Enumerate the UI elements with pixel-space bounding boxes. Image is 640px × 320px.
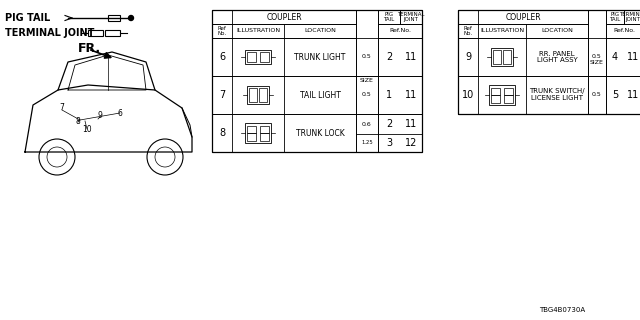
- Bar: [378, 24, 422, 38]
- Text: ILLUSTRATION: ILLUSTRATION: [236, 28, 280, 34]
- Text: 1.25: 1.25: [361, 140, 373, 146]
- Bar: [606, 10, 624, 24]
- Text: 11: 11: [405, 90, 417, 100]
- Text: SIZE: SIZE: [360, 78, 374, 84]
- Bar: [491, 48, 513, 66]
- Text: ILLUSTRATION: ILLUSTRATION: [480, 28, 524, 34]
- Bar: [212, 38, 422, 76]
- Bar: [245, 123, 271, 143]
- Text: TRUNK LOCK: TRUNK LOCK: [296, 129, 344, 138]
- Text: 2: 2: [386, 119, 392, 129]
- Text: 6: 6: [219, 52, 225, 62]
- Text: LOCATION: LOCATION: [541, 28, 573, 34]
- Text: Ref.No.: Ref.No.: [613, 28, 635, 34]
- Bar: [504, 88, 513, 95]
- Text: TRUNK SWITCH/
LICENSE LIGHT: TRUNK SWITCH/ LICENSE LIGHT: [529, 89, 585, 101]
- Text: 5: 5: [612, 90, 618, 100]
- Text: 11: 11: [405, 119, 417, 129]
- Bar: [247, 126, 256, 133]
- Text: Ref
No.: Ref No.: [463, 26, 472, 36]
- Bar: [260, 52, 269, 62]
- Text: 8: 8: [219, 128, 225, 138]
- Bar: [212, 10, 356, 24]
- Text: Ref
No.: Ref No.: [218, 26, 227, 36]
- Text: TBG4B0730A: TBG4B0730A: [539, 307, 585, 313]
- Text: 8: 8: [76, 117, 81, 126]
- Text: 0.5: 0.5: [592, 92, 602, 98]
- Bar: [378, 10, 400, 24]
- Text: 0.5: 0.5: [362, 92, 372, 98]
- Bar: [489, 85, 515, 105]
- Text: FR.: FR.: [78, 43, 101, 55]
- Bar: [212, 114, 422, 152]
- Bar: [212, 76, 422, 114]
- Text: 10: 10: [462, 90, 474, 100]
- Bar: [624, 10, 640, 24]
- Text: TERMINAL
JOINT: TERMINAL JOINT: [620, 12, 640, 22]
- Text: 0.6: 0.6: [362, 122, 372, 126]
- Bar: [88, 30, 103, 36]
- Text: COUPLER: COUPLER: [505, 12, 541, 21]
- Text: 12: 12: [405, 138, 417, 148]
- Bar: [247, 86, 269, 104]
- Bar: [247, 52, 256, 62]
- Text: 1: 1: [386, 90, 392, 100]
- Text: 2: 2: [386, 52, 392, 62]
- Bar: [503, 50, 511, 64]
- Bar: [212, 10, 422, 152]
- Text: 11: 11: [627, 52, 639, 62]
- Text: 0.5: 0.5: [592, 54, 602, 60]
- Text: PIG TAIL: PIG TAIL: [5, 13, 51, 23]
- Bar: [458, 10, 640, 114]
- Text: 10: 10: [82, 124, 92, 133]
- Bar: [400, 10, 422, 24]
- Text: 11: 11: [627, 90, 639, 100]
- Text: TRUNK LIGHT: TRUNK LIGHT: [294, 52, 346, 61]
- Text: 0.5: 0.5: [362, 54, 372, 60]
- Text: PIG
TAIL: PIG TAIL: [609, 12, 621, 22]
- Text: 9: 9: [97, 110, 102, 119]
- Circle shape: [129, 15, 134, 20]
- Text: 9: 9: [465, 52, 471, 62]
- Text: LOCATION: LOCATION: [304, 28, 336, 34]
- Bar: [491, 95, 500, 103]
- Text: TAIL LIGHT: TAIL LIGHT: [300, 91, 340, 100]
- Text: TERMINAL
JOINT: TERMINAL JOINT: [397, 12, 425, 22]
- Bar: [356, 10, 378, 152]
- Text: 11: 11: [405, 52, 417, 62]
- Bar: [606, 24, 640, 38]
- Bar: [249, 88, 257, 102]
- Bar: [105, 30, 120, 36]
- Bar: [504, 95, 513, 103]
- Bar: [245, 50, 271, 64]
- Text: 3: 3: [386, 138, 392, 148]
- Text: 6: 6: [118, 108, 122, 117]
- Text: PIG
TAIL: PIG TAIL: [383, 12, 395, 22]
- Text: COUPLER: COUPLER: [266, 12, 302, 21]
- Bar: [259, 88, 267, 102]
- Bar: [458, 76, 640, 114]
- Text: SIZE: SIZE: [590, 60, 604, 65]
- Bar: [108, 15, 120, 21]
- Bar: [491, 88, 500, 95]
- Bar: [260, 126, 269, 133]
- Bar: [588, 10, 606, 114]
- Bar: [458, 10, 588, 24]
- Text: TERMINAL JOINT: TERMINAL JOINT: [5, 28, 94, 38]
- Bar: [458, 24, 588, 38]
- Bar: [212, 24, 356, 38]
- Bar: [493, 50, 501, 64]
- Text: Ref.No.: Ref.No.: [389, 28, 411, 34]
- Text: 7: 7: [219, 90, 225, 100]
- Bar: [247, 133, 256, 141]
- Bar: [458, 38, 640, 76]
- Bar: [260, 133, 269, 141]
- Text: 7: 7: [60, 102, 65, 111]
- Text: 4: 4: [612, 52, 618, 62]
- Text: RR. PANEL
LIGHT ASSY: RR. PANEL LIGHT ASSY: [536, 51, 577, 63]
